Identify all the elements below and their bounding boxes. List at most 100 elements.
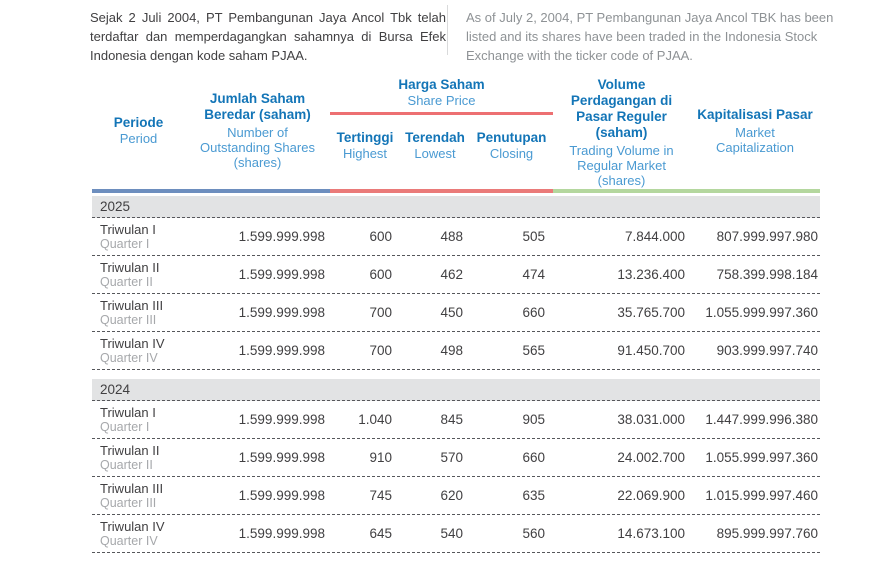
market-cap-cell: 807.999.997.980 — [716, 229, 818, 244]
divider-segment-red — [330, 189, 553, 193]
outstanding-shares-cell: 1.599.999.998 — [238, 229, 325, 244]
lowest-cell: 450 — [440, 305, 463, 320]
lowest-cell: 462 — [440, 267, 463, 282]
period-label-id: Triwulan IV — [100, 335, 165, 351]
market-cap-cell: 1.055.999.997.360 — [705, 450, 818, 465]
header-trading-volume-en: Trading Volume in Regular Market (shares… — [569, 143, 674, 188]
period-label-en: Quarter I — [100, 419, 150, 434]
market-cap-cell: 1.015.999.997.460 — [705, 488, 818, 503]
closing-cell: 474 — [522, 267, 545, 282]
lowest-cell: 570 — [440, 450, 463, 465]
header-trading-volume-id: Volume Perdagangan di Pasar Reguler (sah… — [570, 77, 673, 140]
header-closing-en: Closing — [489, 146, 534, 161]
header-closing: Penutupan Closing — [470, 130, 553, 161]
highest-cell: 600 — [369, 267, 392, 282]
period-cell: Triwulan II Quarter II — [92, 443, 185, 473]
outstanding-shares-cell: 1.599.999.998 — [238, 343, 325, 358]
header-outstanding-shares-en: Number of Outstanding Shares (shares) — [200, 125, 315, 170]
market-cap-cell: 1.447.999.996.380 — [705, 412, 818, 427]
volume-cell: 24.002.700 — [617, 450, 685, 465]
closing-cell: 505 — [522, 229, 545, 244]
volume-cell: 35.765.700 — [617, 305, 685, 320]
table-row: Triwulan I Quarter I 1.599.999.998 600 4… — [92, 218, 820, 256]
divider-segment-blue — [92, 189, 330, 193]
period-cell: Triwulan IV Quarter IV — [92, 336, 185, 366]
closing-cell: 905 — [522, 412, 545, 427]
header-share-price-en: Share Price — [407, 93, 476, 108]
header-divider-bar — [92, 189, 820, 193]
table-row: Triwulan III Quarter III 1.599.999.998 7… — [92, 294, 820, 332]
lowest-cell: 845 — [440, 412, 463, 427]
volume-cell: 7.844.000 — [624, 229, 685, 244]
closing-cell: 660 — [522, 305, 545, 320]
header-market-cap-id: Kapitalisasi Pasar — [697, 106, 813, 122]
period-cell: Triwulan I Quarter I — [92, 222, 185, 252]
closing-cell: 560 — [522, 526, 545, 541]
outstanding-shares-cell: 1.599.999.998 — [238, 488, 325, 503]
header-highest-id: Tertinggi — [336, 130, 394, 145]
highest-cell: 745 — [369, 488, 392, 503]
period-label-id: Triwulan II — [100, 259, 160, 275]
table-row: Triwulan III Quarter III 1.599.999.998 7… — [92, 477, 820, 515]
header-periode: Periode Period — [92, 73, 185, 188]
outstanding-shares-cell: 1.599.999.998 — [238, 450, 325, 465]
table-row: Triwulan I Quarter I 1.599.999.998 1.040… — [92, 401, 820, 439]
closing-cell: 565 — [522, 343, 545, 358]
outstanding-shares-cell: 1.599.999.998 — [238, 526, 325, 541]
header-lowest-en: Lowest — [414, 146, 456, 161]
year-section-header-2024: 2024 — [92, 379, 820, 401]
divider-segment-green — [553, 189, 820, 193]
intro-paragraph-indonesian: Sejak 2 Juli 2004, PT Pembangunan Jaya A… — [90, 10, 446, 63]
lowest-cell: 620 — [440, 488, 463, 503]
header-market-cap-en: Market Capitalization — [715, 124, 795, 155]
period-label-en: Quarter IV — [100, 350, 158, 365]
year-section-header-2025: 2025 — [92, 196, 820, 218]
volume-cell: 22.069.900 — [617, 488, 685, 503]
header-lowest-id: Terendah — [405, 130, 465, 145]
period-label-en: Quarter III — [100, 312, 157, 327]
header-periode-id: Periode — [113, 115, 164, 130]
header-trading-volume: Volume Perdagangan di Pasar Reguler (sah… — [553, 73, 690, 188]
period-label-en: Quarter II — [100, 457, 153, 472]
period-cell: Triwulan I Quarter I — [92, 405, 185, 435]
market-cap-cell: 895.999.997.760 — [716, 526, 818, 541]
header-share-price-title: Harga Saham Share Price — [330, 77, 553, 115]
table-header: Periode Period Jumlah Saham Beredar (sah… — [92, 73, 820, 188]
lowest-cell: 488 — [440, 229, 463, 244]
intro-divider — [447, 5, 448, 55]
closing-cell: 660 — [522, 450, 545, 465]
highest-cell: 1.040 — [358, 412, 392, 427]
header-share-price-group: Harga Saham Share Price Tertinggi Highes… — [330, 73, 553, 188]
period-label-en: Quarter II — [100, 274, 153, 289]
outstanding-shares-cell: 1.599.999.998 — [238, 412, 325, 427]
stock-performance-table: Periode Period Jumlah Saham Beredar (sah… — [92, 73, 820, 553]
intro-paragraph-english: As of July 2, 2004, PT Pembangunan Jaya … — [466, 10, 834, 63]
period-label-id: Triwulan I — [100, 221, 156, 237]
volume-cell: 13.236.400 — [617, 267, 685, 282]
highest-cell: 645 — [369, 526, 392, 541]
header-share-price-subcolumns: Tertinggi Highest Terendah Lowest Penutu… — [330, 130, 553, 161]
period-label-en: Quarter IV — [100, 533, 158, 548]
outstanding-shares-cell: 1.599.999.998 — [238, 267, 325, 282]
header-lowest: Terendah Lowest — [400, 130, 470, 161]
header-highest-en: Highest — [342, 146, 388, 161]
period-cell: Triwulan III Quarter III — [92, 298, 185, 328]
table-row: Triwulan IV Quarter IV 1.599.999.998 645… — [92, 515, 820, 553]
section-gap — [92, 370, 820, 376]
period-cell: Triwulan II Quarter II — [92, 260, 185, 290]
closing-cell: 635 — [522, 488, 545, 503]
period-label-id: Triwulan II — [100, 442, 160, 458]
highest-cell: 910 — [369, 450, 392, 465]
header-closing-id: Penutupan — [476, 130, 547, 145]
header-periode-en: Period — [119, 131, 158, 146]
period-label-id: Triwulan III — [100, 297, 164, 313]
table-row: Triwulan II Quarter II 1.599.999.998 910… — [92, 439, 820, 477]
table-row: Triwulan IV Quarter IV 1.599.999.998 700… — [92, 332, 820, 370]
table-row: Triwulan II Quarter II 1.599.999.998 600… — [92, 256, 820, 294]
volume-cell: 91.450.700 — [617, 343, 685, 358]
header-share-price-id: Harga Saham — [398, 77, 485, 92]
market-cap-cell: 903.999.997.740 — [716, 343, 818, 358]
header-outstanding-shares-id: Jumlah Saham Beredar (saham) — [204, 91, 311, 122]
period-label-id: Triwulan IV — [100, 518, 165, 534]
lowest-cell: 540 — [440, 526, 463, 541]
